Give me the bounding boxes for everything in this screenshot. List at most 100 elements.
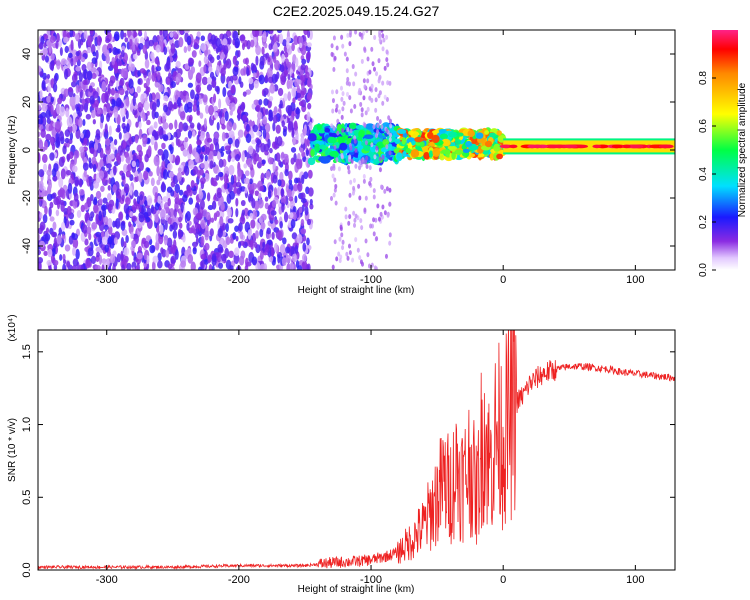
heatmap-cell <box>296 233 303 244</box>
heatmap-cell <box>309 198 313 206</box>
heatmap-cell <box>50 104 54 116</box>
heatmap-cell <box>163 95 169 102</box>
heatmap-cell <box>333 55 337 61</box>
heatmap-cell <box>300 198 307 204</box>
heatmap-cell <box>80 264 84 270</box>
heatmap-cell <box>332 125 336 131</box>
heatmap-cell <box>190 225 195 234</box>
heatmap-cell <box>496 153 503 160</box>
heatmap-cell <box>158 125 164 136</box>
heatmap-cell <box>129 102 134 113</box>
heatmap-cell <box>297 181 303 192</box>
heatmap-cell <box>228 164 235 176</box>
heatmap-cell <box>104 123 108 134</box>
heatmap-cell <box>259 263 266 270</box>
heatmap-cell <box>359 101 363 107</box>
heatmap-cell <box>246 157 253 168</box>
heatmap-cell <box>137 102 144 112</box>
heatmap-cell <box>168 208 175 218</box>
heatmap-cell <box>338 258 342 264</box>
heatmap-cell <box>375 145 379 151</box>
heatmap-cell <box>55 32 60 43</box>
spectrogram-x-tick-label: -200 <box>228 274 250 286</box>
heatmap-cell <box>110 87 116 96</box>
heatmap-cell <box>84 212 91 222</box>
heatmap-cell <box>358 165 362 171</box>
heatmap-cell <box>91 221 98 230</box>
heatmap-cell <box>56 103 61 115</box>
heatmap-cell <box>101 204 107 211</box>
heatmap-cell <box>176 192 180 204</box>
heatmap-cell <box>175 60 181 68</box>
heatmap-cell <box>135 121 139 128</box>
snr-y-tick-label: 1.0 <box>21 417 33 432</box>
heatmap-cell <box>354 71 358 77</box>
heatmap-cell <box>96 35 102 46</box>
heatmap-cell <box>200 235 205 247</box>
heatmap-cell <box>333 145 337 151</box>
heatmap-cell <box>63 88 69 98</box>
heatmap-cell <box>61 189 66 200</box>
heatmap-cell <box>381 154 385 160</box>
heatmap-cell <box>211 181 218 187</box>
heatmap-cell <box>299 147 304 154</box>
snr-x-tick-label: -300 <box>96 574 118 586</box>
heatmap-cell <box>200 162 205 169</box>
heatmap-cell <box>183 46 188 53</box>
heatmap-cell <box>263 143 270 152</box>
heatmap-cell <box>159 224 164 235</box>
heatmap-cell <box>227 218 234 224</box>
heatmap-cell <box>345 56 349 62</box>
heatmap-cell <box>363 145 372 152</box>
heatmap-cell <box>90 147 95 155</box>
heatmap-cell <box>363 84 367 90</box>
heatmap-cell <box>294 244 299 254</box>
heatmap-cell <box>178 121 184 132</box>
heatmap-cell <box>309 121 313 131</box>
heatmap-cell <box>200 253 207 260</box>
heatmap-cell <box>235 208 239 218</box>
heatmap-cell <box>340 232 344 238</box>
heatmap-cell <box>330 89 334 95</box>
heatmap-cell <box>340 131 346 136</box>
heatmap-cell <box>168 72 172 79</box>
heatmap-cell <box>378 167 382 173</box>
heatmap-cell <box>280 152 285 159</box>
heatmap-cell <box>261 46 265 55</box>
heatmap-cell <box>193 42 198 49</box>
heatmap-cell <box>337 109 341 115</box>
heatmap-cell <box>201 146 206 153</box>
heatmap-cell <box>80 56 86 63</box>
spectrogram-x-tick-label: 0 <box>500 274 506 286</box>
heatmap-cell <box>369 223 373 229</box>
heatmap-cell <box>255 262 261 270</box>
heatmap-cell <box>235 154 241 162</box>
snr-x-tick-label: 0 <box>500 574 506 586</box>
heatmap-cell <box>335 256 339 262</box>
heatmap-cell <box>330 123 334 129</box>
heatmap-cell <box>84 238 89 246</box>
heatmap-cell <box>138 161 145 172</box>
heatmap-cell <box>253 79 259 89</box>
heatmap-cell <box>364 238 368 244</box>
heatmap-cell <box>242 114 248 122</box>
heatmap-cell <box>60 58 67 66</box>
heatmap-cell <box>159 209 166 220</box>
heatmap-cell <box>270 210 277 216</box>
heatmap-cell <box>71 96 76 107</box>
heatmap-cell <box>334 107 338 113</box>
heatmap-cell <box>122 67 129 79</box>
heatmap-cell <box>59 254 63 261</box>
heatmap-cell <box>385 49 389 55</box>
heatmap-cell <box>94 264 101 270</box>
heatmap-cell <box>176 171 182 182</box>
heatmap-cell <box>414 136 424 143</box>
heatmap-cell <box>277 87 284 97</box>
heatmap-cell <box>115 127 121 133</box>
heatmap-cell <box>150 135 155 146</box>
heatmap-cell <box>116 48 121 54</box>
heatmap-cell <box>86 129 90 139</box>
heatmap-cell <box>89 95 95 105</box>
heatmap-cell <box>125 170 131 178</box>
snr-frame <box>37 329 676 571</box>
